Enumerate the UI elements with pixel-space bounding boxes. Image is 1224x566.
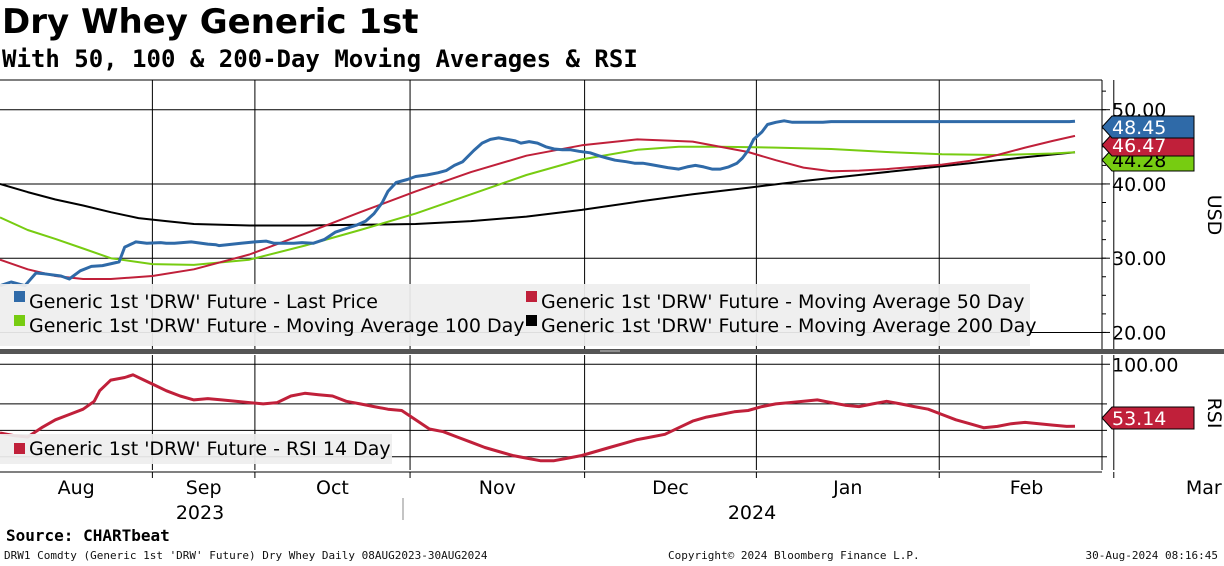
rsi-series-group [0, 373, 1076, 463]
x-month-label: Aug [58, 477, 95, 499]
main-ytick-label: 40.00 [1112, 174, 1166, 196]
main-series-group [0, 119, 1076, 288]
legend-swatch-rsi [14, 443, 25, 454]
footer-ticker-info: DRW1 Comdty (Generic 1st 'DRW' Future) D… [4, 549, 488, 562]
footer-copyright: Copyright© 2024 Bloomberg Finance L.P. [668, 549, 920, 562]
x-month-label: Nov [479, 477, 516, 499]
legend-swatch-price [14, 291, 25, 302]
rsi-legend-box [0, 434, 392, 464]
x-year-label-2023: 2023 [176, 502, 224, 520]
main-ylabel: USD [1203, 195, 1224, 236]
series-line-rsi [0, 373, 1076, 463]
x-month-label: Dec [652, 477, 689, 499]
series-line-ma100 [0, 145, 1076, 266]
main-ytick-label: 20.00 [1112, 322, 1166, 344]
chart-subtitle: With 50, 100 & 200-Day Moving Averages &… [2, 45, 638, 73]
legend-swatch-ma50 [526, 291, 537, 302]
ma50-tag-label: 46.47 [1112, 135, 1166, 157]
x-month-label: Feb [1010, 477, 1044, 499]
legend-label-ma50: Generic 1st 'DRW' Future - Moving Averag… [541, 291, 1024, 313]
series-line-price [0, 119, 1076, 288]
x-year-label-2024: 2024 [728, 502, 776, 520]
legend-swatch-ma100 [14, 315, 25, 326]
price-tag-label: 48.45 [1112, 117, 1166, 139]
rsi-tag-label: 53.14 [1112, 408, 1166, 430]
footer-timestamp: 30-Aug-2024 08:16:45 [1085, 549, 1218, 562]
price-tag [1101, 115, 1195, 139]
legend-label-ma200: Generic 1st 'DRW' Future - Moving Averag… [541, 315, 1037, 337]
x-month-label: Mar [1186, 477, 1222, 499]
legend-swatch-ma200 [526, 315, 537, 326]
rsi-ylabel: RSI [1203, 398, 1224, 429]
series-line-ma200 [0, 151, 1076, 227]
legend-label-ma100: Generic 1st 'DRW' Future - Moving Averag… [29, 315, 525, 337]
x-month-label: Sep [186, 477, 222, 499]
legend-label-rsi: Generic 1st 'DRW' Future - RSI 14 Day [29, 438, 391, 460]
main-ytick-label: 30.00 [1112, 248, 1166, 270]
legend-label-price: Generic 1st 'DRW' Future - Last Price [29, 291, 378, 313]
x-month-label: Oct [316, 477, 349, 499]
rsi-tag [1101, 406, 1195, 430]
main-legend-box [0, 284, 1030, 346]
source-label: Source: CHARTbeat [6, 526, 170, 545]
x-month-label: Jan [832, 477, 862, 499]
series-line-ma50 [0, 134, 1076, 280]
rsi-ytick-label: 100.00 [1112, 354, 1178, 376]
chart-title: Dry Whey Generic 1st [2, 2, 419, 42]
